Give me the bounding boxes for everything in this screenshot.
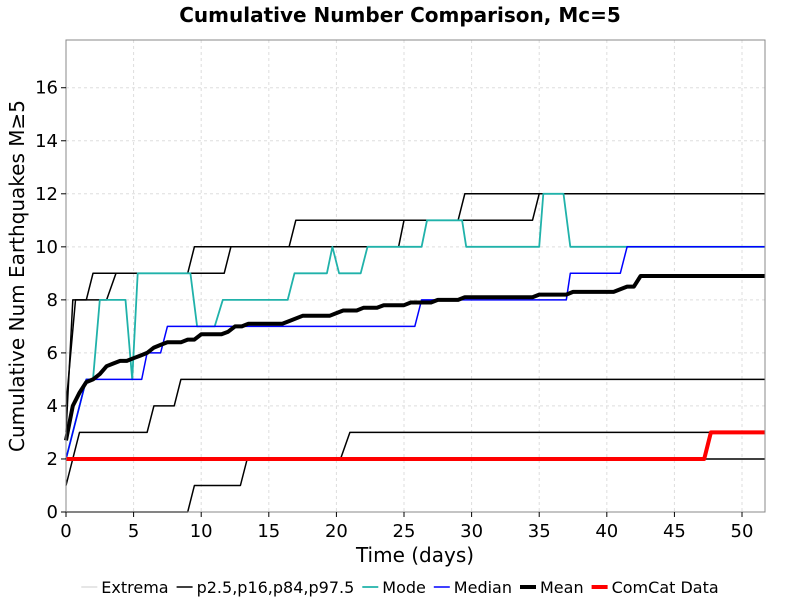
series-line-comcat-data: [66, 430, 765, 461]
legend-item: p2.5,p16,p84,p97.5: [176, 578, 355, 597]
x-tick-label: 20: [325, 521, 348, 542]
y-axis-label: Cumulative Num Earthquakes M≥5: [5, 100, 29, 452]
x-tick-label: 50: [731, 521, 754, 542]
legend-label: Extrema: [101, 578, 168, 597]
x-tick-label: 5: [128, 521, 139, 542]
legend-item: Median: [433, 578, 512, 597]
y-tick-label: 6: [47, 343, 58, 364]
legend-item: ComCat Data: [591, 578, 719, 597]
series-line-mode: [65, 192, 765, 460]
series-line-mean: [64, 274, 765, 441]
legend: Extrema p2.5,p16,p84,p97.5 Mode Median Mean C…: [81, 578, 719, 597]
y-tick-label: 4: [47, 396, 58, 417]
x-axis-label: Time (days): [355, 543, 474, 567]
series-line-p2-5-p16-p84-p97-5: [66, 458, 765, 513]
legend-label: p2.5,p16,p84,p97.5: [197, 578, 355, 597]
x-tick-label: 25: [393, 521, 416, 542]
legend-item: Mean: [520, 578, 584, 597]
x-tick-label: 30: [460, 521, 483, 542]
x-tick-label: 40: [595, 521, 618, 542]
legend-item: Extrema: [81, 578, 169, 597]
x-tick-label: 35: [528, 521, 551, 542]
legend-label: Mean: [540, 578, 584, 597]
y-axis: 0 2 4 6 8 10 12 14 16: [35, 78, 66, 523]
y-tick-label: 8: [47, 290, 58, 311]
series-line-p2-5-p16-p84-p97-5: [65, 193, 765, 406]
x-tick-label: 0: [60, 521, 71, 542]
y-tick-label: 2: [47, 449, 58, 470]
y-tick-label: 12: [35, 184, 58, 205]
series-line-p2-5-p16-p84-p97-5: [65, 193, 765, 433]
x-axis: 0 5 10 15 20 25 30 35 40 45 50: [60, 512, 753, 542]
x-tick-label: 15: [257, 521, 280, 542]
legend-label: ComCat Data: [612, 578, 719, 597]
series-line-p2-5-p16-p84-p97-5: [65, 378, 765, 486]
y-tick-label: 10: [35, 237, 58, 258]
x-tick-label: 10: [190, 521, 213, 542]
y-tick-label: 0: [47, 502, 58, 523]
chart-title: Cumulative Number Comparison, Mc=5: [179, 3, 621, 27]
x-tick-label: 45: [663, 521, 686, 542]
legend-label: Median: [454, 578, 512, 597]
y-tick-label: 16: [35, 78, 58, 99]
legend-item: Mode: [362, 578, 426, 597]
legend-label: Mode: [382, 578, 426, 597]
plot-frame: [65, 39, 766, 513]
series-line-median: [65, 246, 765, 460]
y-tick-label: 14: [35, 131, 58, 152]
series-line-p2-5-p16-p84-p97-5: [66, 431, 765, 460]
